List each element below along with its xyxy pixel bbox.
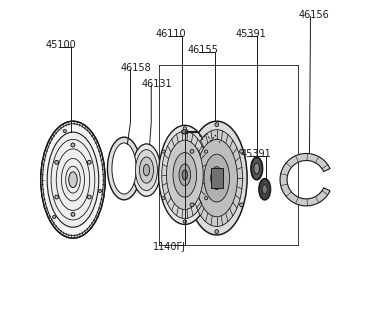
Ellipse shape xyxy=(179,164,191,186)
Ellipse shape xyxy=(132,144,160,196)
Ellipse shape xyxy=(262,185,267,194)
Ellipse shape xyxy=(191,130,243,226)
Circle shape xyxy=(215,123,219,126)
Circle shape xyxy=(87,195,91,199)
Circle shape xyxy=(63,129,66,133)
Circle shape xyxy=(162,150,165,153)
Text: 1140FJ: 1140FJ xyxy=(153,242,186,252)
Ellipse shape xyxy=(112,143,136,194)
Circle shape xyxy=(183,220,187,223)
Ellipse shape xyxy=(140,157,154,183)
Circle shape xyxy=(183,127,187,130)
Ellipse shape xyxy=(181,129,188,134)
Ellipse shape xyxy=(162,131,208,219)
Ellipse shape xyxy=(143,164,150,176)
Circle shape xyxy=(55,195,58,199)
Ellipse shape xyxy=(41,121,105,238)
Polygon shape xyxy=(280,153,330,206)
Ellipse shape xyxy=(173,152,197,197)
Ellipse shape xyxy=(47,132,99,227)
Ellipse shape xyxy=(69,172,77,187)
Text: 45391: 45391 xyxy=(241,149,272,159)
Circle shape xyxy=(71,143,75,147)
Ellipse shape xyxy=(196,139,238,217)
Ellipse shape xyxy=(182,170,187,180)
Ellipse shape xyxy=(159,125,211,224)
Circle shape xyxy=(162,196,165,200)
Text: 45391: 45391 xyxy=(236,29,267,39)
Polygon shape xyxy=(211,168,223,188)
Text: 46110: 46110 xyxy=(156,29,187,39)
Ellipse shape xyxy=(251,157,263,180)
Circle shape xyxy=(55,160,58,164)
Ellipse shape xyxy=(254,163,260,174)
Circle shape xyxy=(205,196,208,200)
Ellipse shape xyxy=(204,154,230,202)
Ellipse shape xyxy=(211,167,223,189)
Text: 46155: 46155 xyxy=(188,45,219,55)
Circle shape xyxy=(240,149,243,153)
Circle shape xyxy=(205,150,208,153)
Ellipse shape xyxy=(136,150,158,191)
Circle shape xyxy=(53,215,56,219)
Text: 46158: 46158 xyxy=(121,63,152,73)
Circle shape xyxy=(190,149,194,153)
Circle shape xyxy=(190,203,194,207)
Circle shape xyxy=(98,189,102,193)
Circle shape xyxy=(240,203,243,207)
Circle shape xyxy=(71,213,75,216)
Circle shape xyxy=(215,230,219,233)
Text: 46156: 46156 xyxy=(298,10,329,20)
Ellipse shape xyxy=(107,137,141,200)
Ellipse shape xyxy=(259,179,270,200)
Text: 45100: 45100 xyxy=(46,40,76,50)
Ellipse shape xyxy=(187,121,247,235)
Ellipse shape xyxy=(167,140,203,210)
Text: 46131: 46131 xyxy=(142,79,172,89)
Circle shape xyxy=(87,160,91,164)
